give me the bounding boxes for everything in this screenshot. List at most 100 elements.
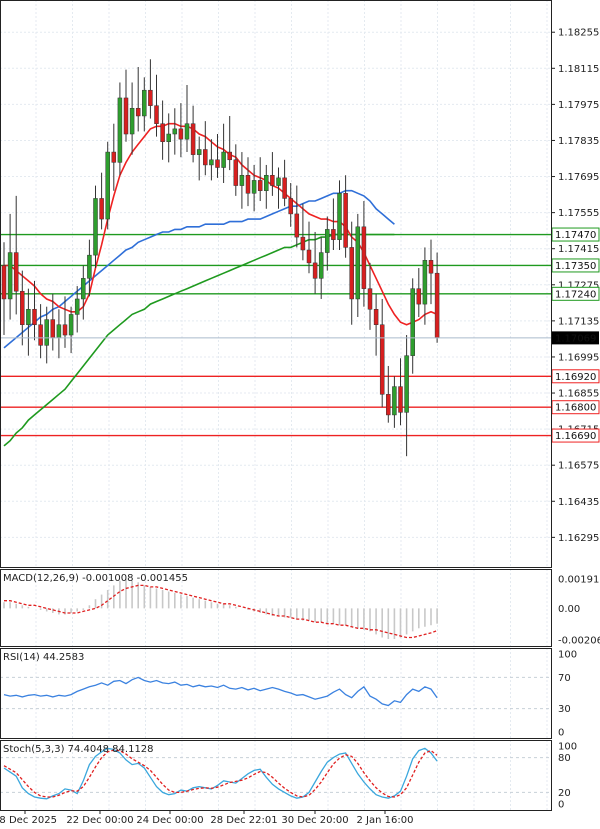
price-tick-label: 1.17975 [558, 100, 599, 111]
candle-body [81, 278, 86, 300]
candle-body [404, 355, 409, 413]
price-tick-label: 1.17835 [558, 136, 599, 147]
rsi-tick-label: 70 [558, 673, 571, 684]
candle-body [373, 309, 379, 325]
level-label: 1.16920 [555, 372, 596, 383]
current-price-label: 1.17069 [555, 333, 596, 344]
rsi-tick-label: 100 [558, 650, 577, 661]
candle-body [288, 198, 293, 215]
candle-body [318, 252, 324, 279]
price-tick-label: 1.16855 [558, 389, 599, 400]
level-label: 1.17350 [555, 261, 596, 272]
candle-body [361, 226, 367, 289]
level-label: 1.16800 [555, 403, 596, 414]
candle-body [215, 159, 220, 168]
candle-body [379, 324, 385, 395]
time-tick-label: 24 Dec 00:00 [136, 815, 203, 826]
stoch-k-line [3, 747, 438, 800]
candle-body [428, 260, 434, 274]
candle-body [227, 151, 232, 161]
candle-body [44, 319, 49, 346]
candle-body [203, 149, 208, 166]
candle-body [325, 229, 330, 253]
candle-body [331, 229, 336, 240]
price-tick-label: 1.17275 [558, 280, 599, 291]
stoch-label: Stoch(5,3,3) 74.4048 84.1128 [3, 744, 154, 755]
stoch-tick-label: 80 [558, 753, 571, 764]
candle-body [87, 254, 92, 279]
candle-body [160, 123, 165, 142]
macd-tick-label: 0.001916 [558, 575, 600, 586]
ema-mid-line [3, 189, 395, 349]
current-price-box [552, 331, 599, 345]
candle-body [398, 386, 403, 413]
level-label: 1.17470 [555, 230, 596, 241]
candle-body [56, 324, 62, 338]
candle-body [416, 288, 422, 305]
candle-body [32, 309, 37, 325]
price-tick-label: 1.18255 [558, 28, 599, 39]
candle-body [251, 180, 257, 194]
candle-body [142, 89, 147, 117]
rsi-panel[interactable]: 100 70 30 0 RSI(14) 44.2583 [0, 648, 577, 739]
candle-body [306, 249, 312, 264]
candle-body [245, 175, 251, 194]
candle-body [422, 260, 428, 305]
price-tick-label: 1.16575 [558, 461, 599, 472]
price-tick-label: 1.16995 [558, 352, 599, 363]
price-tick-label: 1.16295 [558, 533, 599, 544]
rsi-line [3, 676, 438, 707]
candle-body [349, 247, 354, 300]
candle-body [172, 128, 178, 135]
level-label: 1.17240 [555, 289, 596, 300]
candle-body [264, 175, 269, 191]
candle-body [221, 151, 226, 168]
candle-body [117, 97, 123, 163]
price-tick-label: 1.17695 [558, 172, 599, 183]
candle-body [123, 97, 129, 135]
candle-body [111, 151, 117, 163]
price-tick-label: 1.18115 [558, 64, 599, 75]
candle-body [148, 89, 153, 106]
candle-body [13, 252, 19, 292]
candle-body [367, 288, 373, 310]
candle-body [166, 133, 171, 143]
candle-body [282, 177, 287, 199]
candle-body [434, 272, 440, 338]
candle-body [129, 107, 135, 135]
candle-body [270, 175, 275, 186]
candle-body [337, 193, 342, 240]
level-label: 1.16690 [555, 431, 596, 442]
price-panel[interactable]: 1.18395 1.18255 1.18115 1.17975 1.17835 1.176… [0, 0, 600, 568]
candle-body [135, 107, 141, 117]
candle-body [355, 226, 361, 300]
candle-body [154, 105, 159, 124]
candle-body [20, 290, 25, 325]
candle-body [7, 252, 13, 300]
candle-body [312, 262, 318, 279]
macd-panel[interactable]: 0.001916 0.00 -0.002064 MACD(12,26,9) -0.00… [0, 569, 600, 647]
candle-body [38, 324, 43, 346]
price-tick-label: 1.16435 [558, 497, 599, 508]
macd-tick-label: 0.00 [558, 604, 580, 615]
candle-body [190, 123, 196, 155]
time-tick-label: 18 Dec 2025 [0, 815, 57, 826]
candle-body [196, 149, 202, 155]
candle-body [392, 386, 397, 416]
candle-body [62, 324, 68, 336]
candle-body [68, 314, 74, 336]
candle-body [209, 159, 214, 166]
candle-body [257, 180, 263, 191]
candle-body [99, 198, 104, 220]
candle-body [26, 309, 31, 325]
candle-body [105, 151, 110, 220]
macd-signal-line [4, 584, 438, 639]
candle-body [74, 298, 80, 315]
rsi-tick-label: 30 [558, 704, 571, 715]
stoch-d-line [3, 749, 438, 798]
price-tick-label: 1.17135 [558, 316, 599, 327]
candle-body [233, 159, 239, 186]
